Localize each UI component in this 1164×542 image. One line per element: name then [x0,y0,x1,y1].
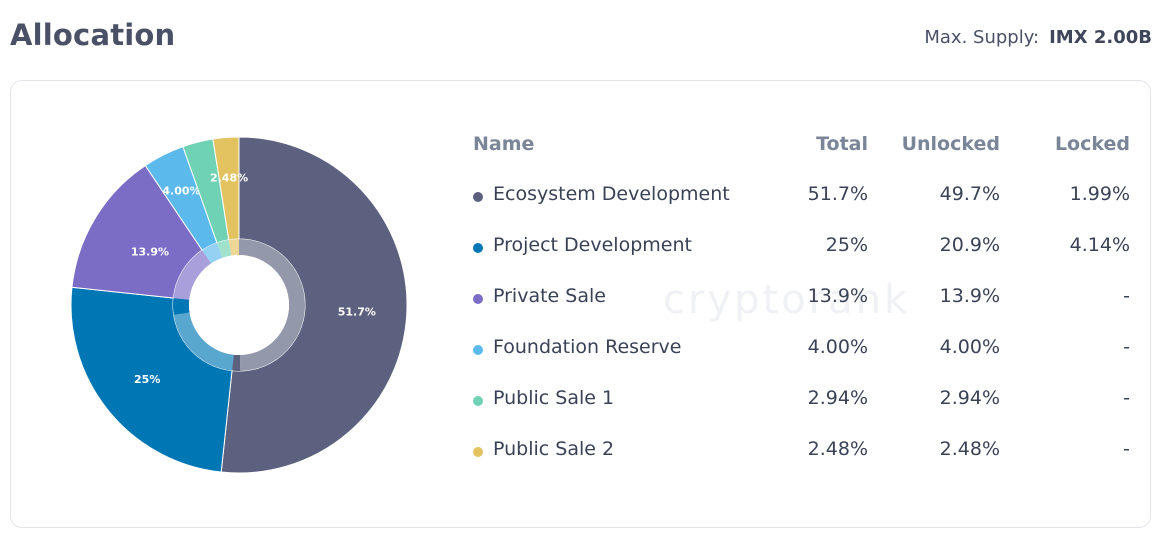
pie-inner-unlocked [173,312,234,371]
col-unlocked: Unlocked [901,133,1000,155]
pie-inner-unlocked [228,239,239,256]
allocation-table: Name Total Unlocked Locked Ecosystem Dev… [473,133,1130,489]
row-locked: 1.99% [1069,183,1130,205]
legend-dot-icon [473,243,483,253]
row-label: Ecosystem Development [493,183,730,205]
pie-inner-unlocked [202,242,223,264]
pie-inner-locked [173,298,190,315]
row-total: 4.00% [807,336,868,358]
row-label: Foundation Reserve [493,336,682,358]
max-supply-value: IMX 2.00B [1049,27,1152,48]
legend-dot-icon [473,192,483,202]
table-row[interactable]: Public Sale 1 2.94% 2.94% - [473,387,1130,438]
allocation-donut-chart: 51.7% 25% 13.9% 4.00% 2.48% [70,136,408,474]
row-label: Private Sale [493,285,606,307]
row-label: Project Development [493,234,692,256]
row-locked: - [1123,285,1130,307]
pie-data-label: 4.00% [162,185,200,198]
watermark: cryptorank [663,277,911,323]
row-label: Public Sale 2 [493,438,615,460]
col-locked: Locked [1054,133,1130,155]
pie-inner-unlocked [216,239,232,258]
table-row[interactable]: Private Sale 13.9% 13.9% - [473,285,1130,336]
max-supply-label: Max. Supply: [924,27,1040,48]
max-supply: Max. Supply: IMX 2.00B [924,27,1152,48]
table-row[interactable]: Project Development 25% 20.9% 4.14% [473,234,1130,285]
legend-dot-icon [473,294,483,304]
pie-data-label: 13.9% [131,245,169,258]
legend-dot-icon [473,447,483,457]
row-locked: 4.14% [1069,234,1130,256]
row-locked: - [1123,438,1130,460]
row-label: Public Sale 1 [493,387,615,409]
pie-inner-locked [232,354,241,371]
table-row[interactable]: Public Sale 2 2.48% 2.48% - [473,438,1130,489]
pie-inner-unlocked [239,239,305,371]
row-total: 25% [825,234,868,256]
row-unlocked: 20.9% [939,234,1000,256]
allocation-card: cryptorank 51.7% 25% 13.9% 4.00% 2.48% Name … [10,80,1151,528]
row-total: 2.94% [807,387,868,409]
row-unlocked: 4.00% [939,336,1000,358]
row-total: 51.7% [807,183,868,205]
table-row[interactable]: Foundation Reserve 4.00% 4.00% - [473,336,1130,387]
table-body: Ecosystem Development 51.7% 49.7% 1.99% Proj… [473,183,1130,489]
donut-hole [189,255,289,355]
pie-data-label: 2.48% [210,171,248,184]
page-title: Allocation [10,18,176,52]
pie-data-label: 25% [134,373,160,386]
col-total: Total [816,133,868,155]
col-name: Name [473,133,535,155]
table-header: Name Total Unlocked Locked [473,133,1130,159]
legend-dot-icon [473,396,483,406]
legend-dot-icon [473,345,483,355]
row-locked: - [1123,387,1130,409]
row-unlocked: 2.48% [939,438,1000,460]
row-unlocked: 13.9% [939,285,1000,307]
pie-inner-unlocked [173,250,212,300]
row-total: 13.9% [807,285,868,307]
pie-data-label: 51.7% [338,305,376,318]
table-row[interactable]: Ecosystem Development 51.7% 49.7% 1.99% [473,183,1130,234]
row-total: 2.48% [807,438,868,460]
row-unlocked: 2.94% [939,387,1000,409]
row-locked: - [1123,336,1130,358]
row-unlocked: 49.7% [939,183,1000,205]
